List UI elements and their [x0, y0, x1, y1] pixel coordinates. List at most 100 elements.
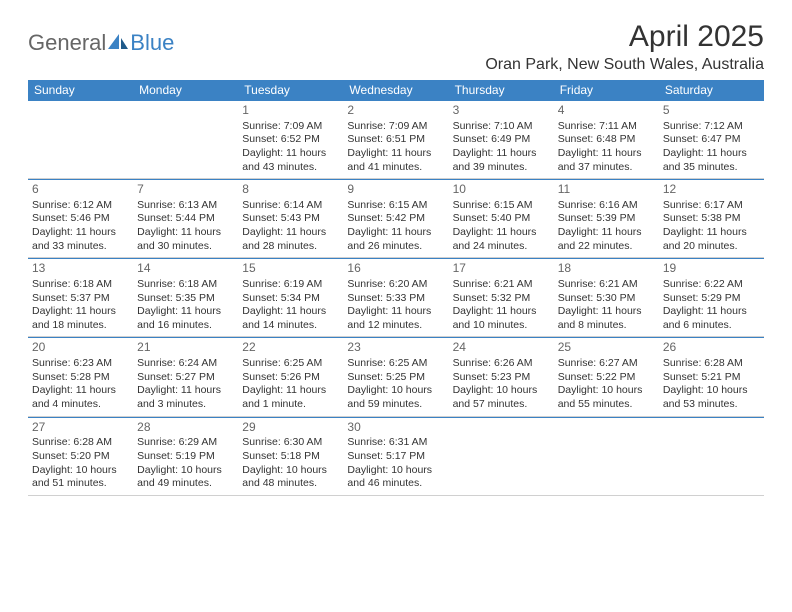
day-cell: 5Sunrise: 7:12 AMSunset: 6:47 PMDaylight…: [659, 101, 764, 178]
daylight-text: Daylight: 10 hours and 57 minutes.: [453, 384, 550, 411]
sunset-text: Sunset: 5:22 PM: [558, 371, 655, 385]
sunrise-text: Sunrise: 6:12 AM: [32, 199, 129, 213]
day-header-monday: Monday: [133, 80, 238, 100]
day-cell: 9Sunrise: 6:15 AMSunset: 5:42 PMDaylight…: [343, 180, 448, 257]
daylight-text: Daylight: 11 hours and 20 minutes.: [663, 226, 760, 253]
daylight-text: Daylight: 11 hours and 8 minutes.: [558, 305, 655, 332]
day-number: 16: [347, 261, 444, 277]
daylight-text: Daylight: 11 hours and 6 minutes.: [663, 305, 760, 332]
sunset-text: Sunset: 5:43 PM: [242, 212, 339, 226]
sunrise-text: Sunrise: 6:22 AM: [663, 278, 760, 292]
day-number: 24: [453, 340, 550, 356]
day-header-thursday: Thursday: [449, 80, 554, 100]
day-number: 20: [32, 340, 129, 356]
day-number: 3: [453, 103, 550, 119]
day-cell: 21Sunrise: 6:24 AMSunset: 5:27 PMDayligh…: [133, 338, 238, 415]
day-cell: 1Sunrise: 7:09 AMSunset: 6:52 PMDaylight…: [238, 101, 343, 178]
empty-cell: [133, 101, 238, 178]
sunset-text: Sunset: 6:47 PM: [663, 133, 760, 147]
daylight-text: Daylight: 11 hours and 16 minutes.: [137, 305, 234, 332]
location: Oran Park, New South Wales, Australia: [485, 56, 764, 74]
daylight-text: Daylight: 11 hours and 14 minutes.: [242, 305, 339, 332]
day-header-saturday: Saturday: [659, 80, 764, 100]
sunset-text: Sunset: 5:37 PM: [32, 292, 129, 306]
sunrise-text: Sunrise: 7:09 AM: [347, 120, 444, 134]
day-number: 13: [32, 261, 129, 277]
weeks-container: 1Sunrise: 7:09 AMSunset: 6:52 PMDaylight…: [28, 100, 764, 496]
sunset-text: Sunset: 5:44 PM: [137, 212, 234, 226]
day-number: 7: [137, 182, 234, 198]
sunset-text: Sunset: 5:46 PM: [32, 212, 129, 226]
week-row: 20Sunrise: 6:23 AMSunset: 5:28 PMDayligh…: [28, 337, 764, 416]
sunrise-text: Sunrise: 7:09 AM: [242, 120, 339, 134]
week-row: 1Sunrise: 7:09 AMSunset: 6:52 PMDaylight…: [28, 100, 764, 179]
sunset-text: Sunset: 5:29 PM: [663, 292, 760, 306]
sunrise-text: Sunrise: 6:29 AM: [137, 436, 234, 450]
day-cell: 8Sunrise: 6:14 AMSunset: 5:43 PMDaylight…: [238, 180, 343, 257]
day-cell: 16Sunrise: 6:20 AMSunset: 5:33 PMDayligh…: [343, 259, 448, 336]
sunset-text: Sunset: 5:18 PM: [242, 450, 339, 464]
daylight-text: Daylight: 11 hours and 37 minutes.: [558, 147, 655, 174]
sunset-text: Sunset: 5:23 PM: [453, 371, 550, 385]
title-block: April 2025 Oran Park, New South Wales, A…: [485, 20, 764, 74]
day-number: 22: [242, 340, 339, 356]
sunset-text: Sunset: 5:34 PM: [242, 292, 339, 306]
sunrise-text: Sunrise: 7:10 AM: [453, 120, 550, 134]
sunset-text: Sunset: 5:32 PM: [453, 292, 550, 306]
sunrise-text: Sunrise: 6:13 AM: [137, 199, 234, 213]
day-number: 11: [558, 182, 655, 198]
day-cell: 13Sunrise: 6:18 AMSunset: 5:37 PMDayligh…: [28, 259, 133, 336]
sunset-text: Sunset: 6:52 PM: [242, 133, 339, 147]
day-cell: 4Sunrise: 7:11 AMSunset: 6:48 PMDaylight…: [554, 101, 659, 178]
sunset-text: Sunset: 5:40 PM: [453, 212, 550, 226]
daylight-text: Daylight: 11 hours and 39 minutes.: [453, 147, 550, 174]
day-cell: 12Sunrise: 6:17 AMSunset: 5:38 PMDayligh…: [659, 180, 764, 257]
day-cell: 29Sunrise: 6:30 AMSunset: 5:18 PMDayligh…: [238, 418, 343, 495]
day-number: 4: [558, 103, 655, 119]
daylight-text: Daylight: 11 hours and 12 minutes.: [347, 305, 444, 332]
sunrise-text: Sunrise: 6:21 AM: [453, 278, 550, 292]
day-number: 1: [242, 103, 339, 119]
sunrise-text: Sunrise: 6:14 AM: [242, 199, 339, 213]
day-number: 6: [32, 182, 129, 198]
day-number: 15: [242, 261, 339, 277]
sunset-text: Sunset: 5:28 PM: [32, 371, 129, 385]
day-cell: 18Sunrise: 6:21 AMSunset: 5:30 PMDayligh…: [554, 259, 659, 336]
calendar: SundayMondayTuesdayWednesdayThursdayFrid…: [0, 80, 792, 496]
month-title: April 2025: [485, 20, 764, 54]
daylight-text: Daylight: 10 hours and 49 minutes.: [137, 464, 234, 491]
day-cell: 6Sunrise: 6:12 AMSunset: 5:46 PMDaylight…: [28, 180, 133, 257]
sunrise-text: Sunrise: 6:19 AM: [242, 278, 339, 292]
daylight-text: Daylight: 11 hours and 22 minutes.: [558, 226, 655, 253]
logo: General Blue: [28, 30, 174, 56]
day-number: 12: [663, 182, 760, 198]
sunrise-text: Sunrise: 6:28 AM: [32, 436, 129, 450]
day-cell: 26Sunrise: 6:28 AMSunset: 5:21 PMDayligh…: [659, 338, 764, 415]
day-cell: 24Sunrise: 6:26 AMSunset: 5:23 PMDayligh…: [449, 338, 554, 415]
sunrise-text: Sunrise: 6:25 AM: [242, 357, 339, 371]
sunrise-text: Sunrise: 6:20 AM: [347, 278, 444, 292]
day-header-wednesday: Wednesday: [343, 80, 448, 100]
daylight-text: Daylight: 11 hours and 24 minutes.: [453, 226, 550, 253]
day-cell: 30Sunrise: 6:31 AMSunset: 5:17 PMDayligh…: [343, 418, 448, 495]
daylight-text: Daylight: 10 hours and 59 minutes.: [347, 384, 444, 411]
sunset-text: Sunset: 5:38 PM: [663, 212, 760, 226]
day-cell: 27Sunrise: 6:28 AMSunset: 5:20 PMDayligh…: [28, 418, 133, 495]
day-cell: 19Sunrise: 6:22 AMSunset: 5:29 PMDayligh…: [659, 259, 764, 336]
daylight-text: Daylight: 11 hours and 26 minutes.: [347, 226, 444, 253]
daylight-text: Daylight: 11 hours and 33 minutes.: [32, 226, 129, 253]
sunset-text: Sunset: 5:33 PM: [347, 292, 444, 306]
sunset-text: Sunset: 5:26 PM: [242, 371, 339, 385]
sunrise-text: Sunrise: 7:12 AM: [663, 120, 760, 134]
daylight-text: Daylight: 11 hours and 10 minutes.: [453, 305, 550, 332]
daylight-text: Daylight: 11 hours and 43 minutes.: [242, 147, 339, 174]
sunrise-text: Sunrise: 6:15 AM: [453, 199, 550, 213]
day-number: 27: [32, 420, 129, 436]
week-row: 6Sunrise: 6:12 AMSunset: 5:46 PMDaylight…: [28, 179, 764, 258]
sunrise-text: Sunrise: 6:30 AM: [242, 436, 339, 450]
sunset-text: Sunset: 6:48 PM: [558, 133, 655, 147]
day-number: 5: [663, 103, 760, 119]
day-cell: 23Sunrise: 6:25 AMSunset: 5:25 PMDayligh…: [343, 338, 448, 415]
daylight-text: Daylight: 11 hours and 41 minutes.: [347, 147, 444, 174]
logo-sail-icon: [108, 32, 130, 55]
